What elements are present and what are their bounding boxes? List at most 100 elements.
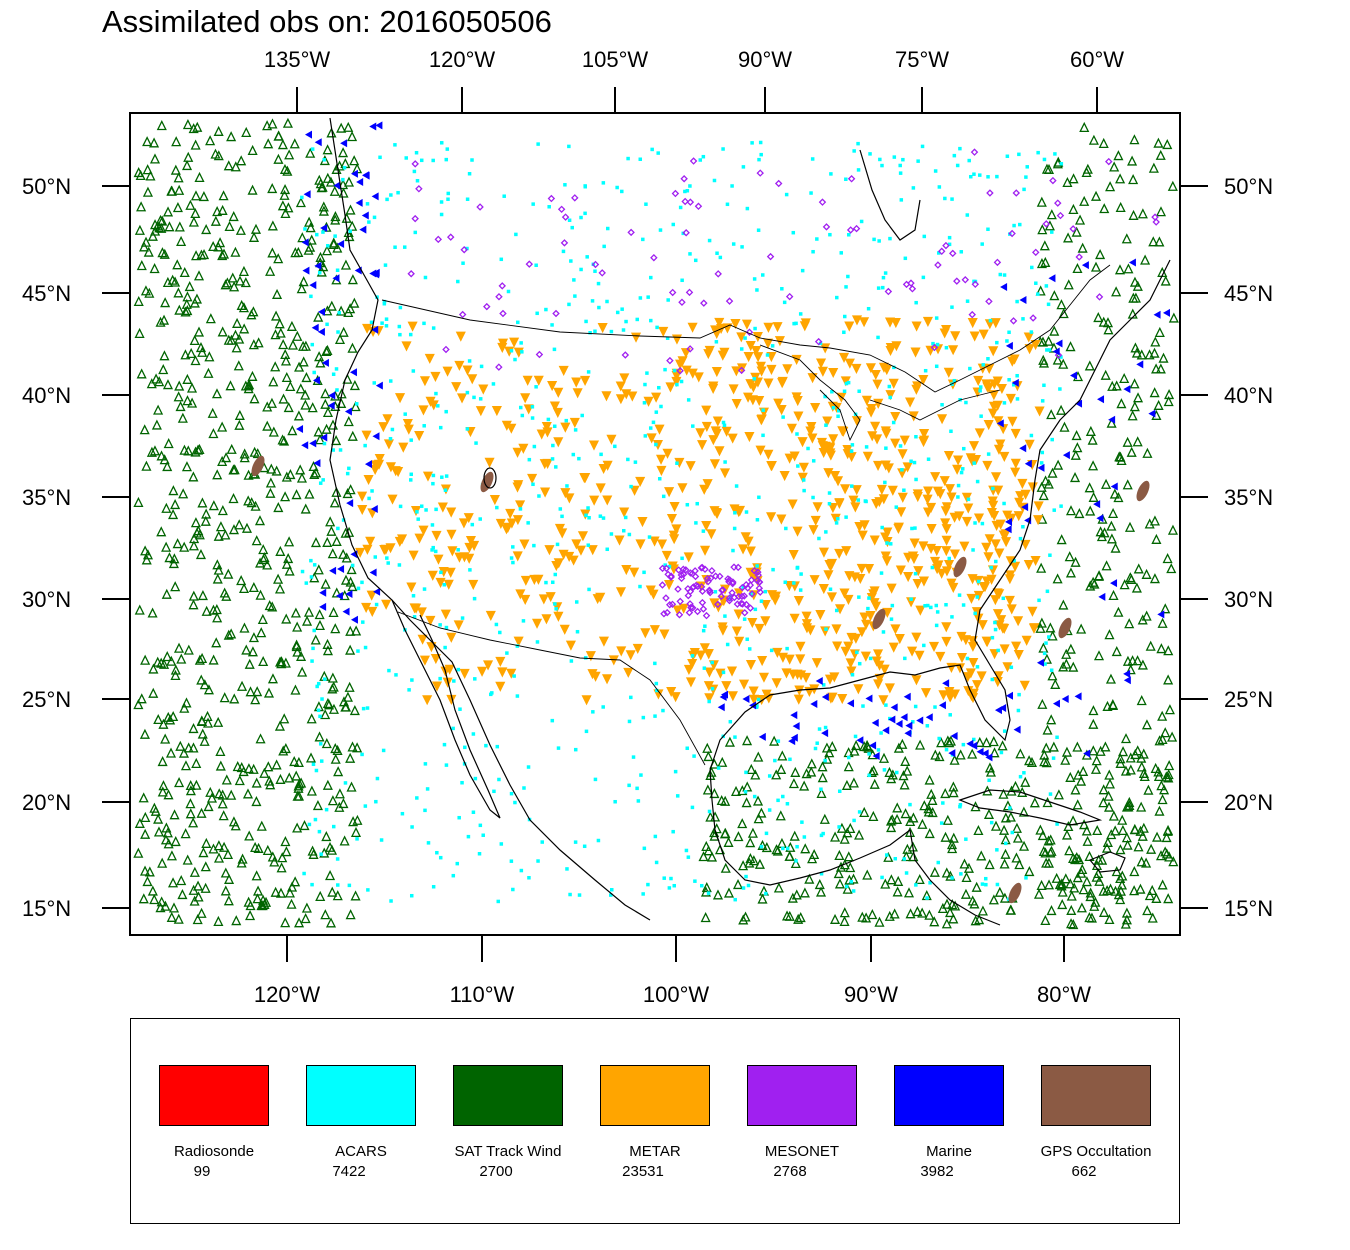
obs-marker (785, 646, 789, 651)
obs-marker (692, 754, 696, 758)
obs-marker (471, 810, 476, 814)
obs-marker (671, 829, 675, 834)
obs-marker (242, 788, 254, 799)
obs-marker (946, 839, 958, 850)
obs-marker (1144, 518, 1155, 529)
obs-marker (334, 333, 346, 345)
obs-marker (1113, 492, 1124, 503)
obs-marker (240, 277, 251, 288)
obs-marker (1013, 650, 1024, 661)
obs-marker (698, 158, 703, 162)
obs-marker (914, 883, 918, 887)
obs-marker (1128, 174, 1139, 185)
obs-marker (946, 662, 957, 673)
obs-marker (180, 306, 191, 317)
obs-marker (532, 444, 537, 449)
obs-marker (643, 382, 647, 387)
obs-marker (614, 535, 625, 546)
obs-marker (1098, 137, 1109, 149)
obs-marker (877, 239, 881, 243)
obs-marker (404, 156, 408, 160)
obs-marker (834, 548, 845, 559)
obs-marker (295, 464, 306, 475)
obs-marker (314, 138, 322, 147)
obs-marker (201, 508, 212, 519)
right-lat-label: 15°N (1224, 896, 1273, 921)
obs-marker (281, 471, 292, 482)
obs-marker (244, 379, 255, 390)
obs-marker (1007, 416, 1018, 427)
obs-marker (258, 553, 269, 565)
obs-marker (944, 906, 956, 918)
obs-marker (291, 639, 302, 650)
obs-marker (201, 837, 212, 848)
obs-marker (225, 380, 236, 391)
obs-marker (310, 882, 314, 887)
obs-marker (372, 432, 380, 441)
obs-marker (701, 529, 706, 533)
obs-marker (596, 838, 601, 843)
obs-marker (782, 364, 793, 375)
obs-marker (869, 778, 880, 789)
obs-marker (246, 497, 257, 508)
obs-marker (910, 347, 921, 358)
obs-marker (960, 467, 965, 471)
obs-marker (756, 169, 764, 177)
obs-marker (641, 715, 646, 720)
obs-marker (763, 589, 768, 594)
obs-marker (1137, 208, 1148, 219)
obs-marker (1081, 876, 1092, 887)
obs-marker (1093, 570, 1104, 581)
obs-marker (857, 810, 862, 814)
obs-marker (669, 501, 680, 513)
obs-marker (273, 501, 284, 513)
obs-marker (293, 790, 305, 801)
obs-marker (844, 285, 848, 289)
obs-marker (784, 192, 789, 197)
obs-marker (742, 600, 751, 609)
us-mexico-border (397, 611, 706, 766)
obs-marker (893, 742, 904, 753)
obs-marker (839, 907, 850, 918)
obs-marker (717, 622, 728, 633)
obs-marker (978, 388, 982, 393)
obs-marker (1065, 567, 1076, 578)
obs-marker (1002, 401, 1007, 405)
obs-marker (737, 818, 748, 829)
obs-marker (235, 224, 246, 235)
obs-marker (970, 148, 979, 156)
obs-marker (935, 342, 940, 347)
obs-marker (219, 692, 230, 703)
obs-marker (844, 571, 855, 582)
obs-marker (1053, 789, 1064, 800)
obs-marker (888, 715, 896, 724)
obs-marker (998, 788, 1009, 799)
obs-marker (589, 495, 600, 506)
obs-marker (564, 418, 569, 423)
obs-marker (465, 536, 476, 547)
obs-marker (605, 299, 609, 304)
obs-marker (196, 674, 207, 685)
obs-marker (948, 713, 952, 717)
obs-marker (217, 798, 228, 809)
obs-marker (1129, 134, 1140, 145)
obs-marker (334, 367, 339, 371)
obs-marker (332, 890, 343, 901)
obs-marker (1100, 369, 1111, 380)
obs-marker (776, 798, 780, 803)
obs-marker (859, 317, 870, 328)
obs-marker (208, 654, 219, 665)
obs-marker (980, 242, 984, 246)
obs-marker (1131, 347, 1142, 358)
obs-marker (892, 802, 903, 813)
obs-marker (444, 664, 455, 675)
obs-marker (1013, 616, 1024, 627)
obs-marker (598, 463, 609, 475)
obs-marker (577, 893, 582, 897)
obs-marker (941, 636, 952, 648)
obs-marker (833, 867, 844, 879)
obs-marker (621, 389, 632, 400)
obs-marker (224, 873, 235, 884)
obs-marker (969, 174, 973, 179)
obs-marker (1009, 317, 1018, 325)
